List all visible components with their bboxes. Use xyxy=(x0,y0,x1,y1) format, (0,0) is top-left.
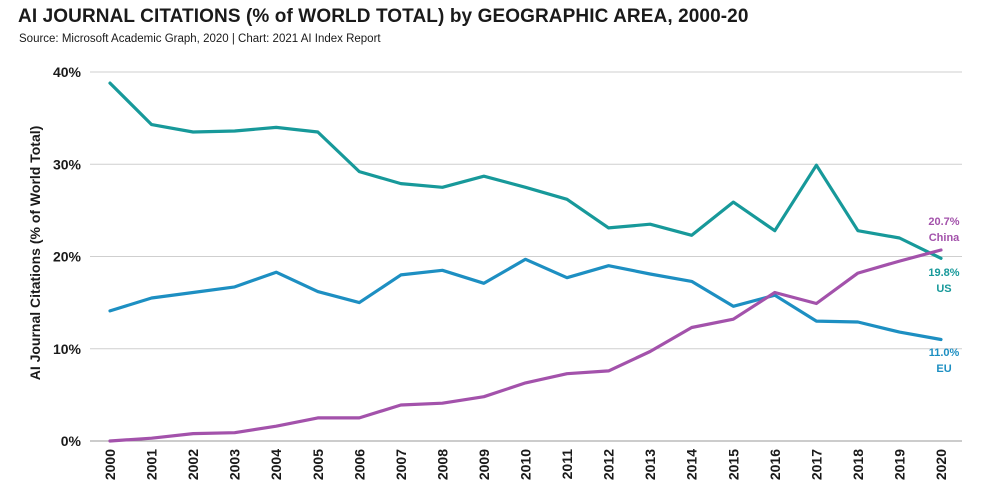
end-label-value-us: 19.8% xyxy=(928,267,959,279)
x-tick-label: 2014 xyxy=(684,449,700,480)
gridlines xyxy=(90,71,962,442)
x-tick-label: 2008 xyxy=(434,449,450,480)
y-tick-label: 40% xyxy=(53,64,82,80)
chart-subtitle: Source: Microsoft Academic Graph, 2020 |… xyxy=(19,33,381,45)
x-tick-label: 2006 xyxy=(351,449,367,480)
y-tick-label: 30% xyxy=(53,156,82,172)
x-tick-label: 2001 xyxy=(144,449,160,480)
x-tick-label: 2003 xyxy=(227,449,243,480)
x-tick-label: 2015 xyxy=(725,449,741,480)
series-lines xyxy=(108,81,943,443)
x-tick-label: 2020 xyxy=(933,449,949,480)
x-tick-label: 2009 xyxy=(476,449,492,480)
series-line-eu xyxy=(108,257,943,342)
x-tick-label: 2004 xyxy=(268,449,284,480)
y-axis-ticks: 0% 10% 20% 30% 40% xyxy=(53,64,82,449)
end-labels: 19.8% US 11.0% EU 20.7% China xyxy=(928,216,960,375)
x-tick-label: 2018 xyxy=(850,449,866,480)
end-label-value-eu: 11.0% xyxy=(929,347,960,359)
x-axis-ticks: 2000 2001 2002 2003 2004 2005 2006 2007 2008 2009… xyxy=(102,449,949,480)
x-tick-label: 2017 xyxy=(808,449,824,480)
series-line-china xyxy=(108,248,943,443)
end-label-name-us: US xyxy=(936,283,951,295)
chart-title: AI JOURNAL CITATIONS (% of WORLD TOTAL) … xyxy=(18,6,749,27)
x-tick-label: 2010 xyxy=(518,449,534,480)
y-axis-label: AI Journal Citations (% of World Total) xyxy=(27,126,43,381)
x-tick-label: 2016 xyxy=(767,449,783,480)
x-tick-label: 2013 xyxy=(642,449,658,480)
series-line-us xyxy=(108,81,943,260)
end-label-name-china: China xyxy=(929,232,960,244)
y-tick-label: 20% xyxy=(53,249,82,265)
x-tick-label: 2002 xyxy=(185,449,201,480)
x-tick-label: 2007 xyxy=(393,449,409,480)
x-tick-label: 2011 xyxy=(559,449,575,480)
x-tick-label: 2012 xyxy=(601,449,617,480)
x-tick-label: 2005 xyxy=(310,449,326,480)
y-tick-label: 10% xyxy=(53,341,82,357)
y-tick-label: 0% xyxy=(61,433,82,449)
x-tick-label: 2000 xyxy=(102,449,118,480)
end-label-name-eu: EU xyxy=(936,363,951,375)
end-label-value-china: 20.7% xyxy=(928,216,959,228)
x-tick-label: 2019 xyxy=(891,449,907,480)
